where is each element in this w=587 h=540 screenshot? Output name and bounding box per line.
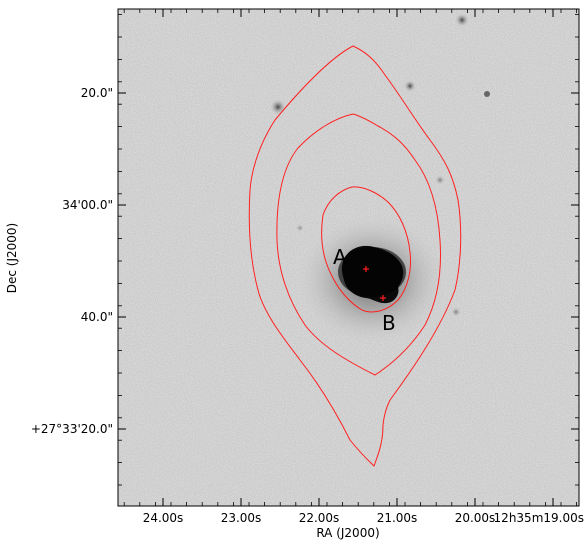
y-tick-labels: 20.0" 34'00.0" 40.0" +27°33'20.0" [31, 86, 113, 436]
x-tick-label: 21.00s [377, 511, 418, 525]
minor-ticks [118, 9, 579, 506]
contours [248, 45, 462, 467]
x-tick-label: 24.00s [143, 511, 184, 525]
x-tick-labels: 24.00s 23.00s 22.00s 21.00s 20.00s 12h35… [143, 511, 584, 525]
field-star [451, 307, 461, 317]
contour-middle [276, 113, 441, 376]
x-tick-label: 23.00s [221, 511, 262, 525]
sky-image [118, 9, 579, 506]
source-markers [363, 266, 386, 301]
contour-inner [321, 186, 411, 313]
contour-outer [248, 45, 462, 467]
x-tick-label: 22.00s [299, 511, 340, 525]
source-label-b: B [382, 311, 396, 335]
y-tick-label: +27°33'20.0" [31, 422, 113, 436]
field-star [296, 224, 304, 232]
x-tick-label: 20.00s [455, 511, 496, 525]
x-tick-label: 12h35m19.00s [494, 511, 584, 525]
tick-marks [118, 9, 579, 506]
y-tick-label: 34'00.0" [62, 198, 113, 212]
y-tick-label: 40.0" [81, 310, 113, 324]
source-label-a: A [333, 245, 347, 269]
y-tick-label: 20.0" [81, 86, 113, 100]
x-axis-title: RA (J2000) [316, 526, 379, 540]
y-axis-title: Dec (J2000) [5, 223, 19, 293]
field-star [435, 175, 445, 185]
field-star [484, 91, 490, 97]
field-star [270, 99, 286, 115]
plot-frame [117, 8, 580, 507]
field-star [404, 80, 416, 92]
field-star [455, 13, 469, 27]
